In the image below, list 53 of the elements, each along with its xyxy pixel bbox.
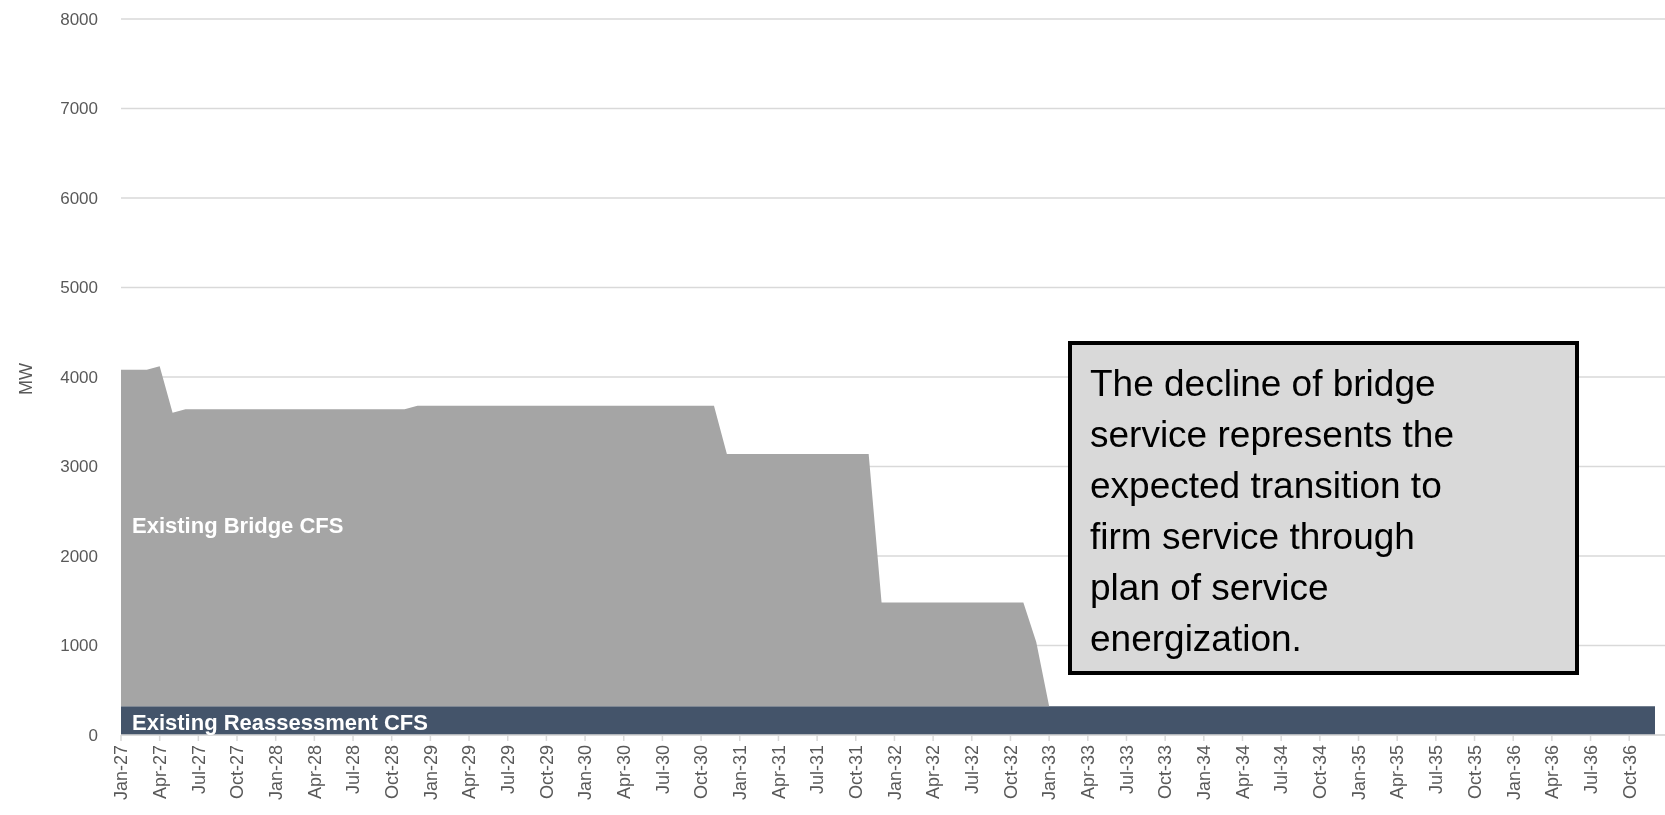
x-tick-label: Oct-29 bbox=[536, 745, 557, 800]
x-tick-label: Jan-29 bbox=[420, 745, 441, 801]
x-tick-label: Jan-32 bbox=[884, 745, 905, 801]
y-tick-label: 7000 bbox=[60, 99, 98, 119]
y-tick-label: 3000 bbox=[60, 457, 98, 477]
x-tick-label: Apr-33 bbox=[1078, 745, 1099, 800]
x-tick-label: Jan-34 bbox=[1194, 745, 1215, 801]
x-tick-label: Oct-32 bbox=[1000, 745, 1021, 800]
x-tick-label: Oct-31 bbox=[846, 745, 867, 800]
y-axis-title: MW bbox=[16, 363, 36, 395]
x-tick-label: Apr-31 bbox=[768, 745, 789, 800]
x-tick-label: Apr-28 bbox=[304, 745, 325, 800]
x-tick-label: Apr-34 bbox=[1232, 745, 1253, 800]
y-tick-label: 2000 bbox=[60, 546, 98, 566]
series-label: Existing Bridge CFS bbox=[132, 512, 344, 538]
y-tick-label: 8000 bbox=[60, 9, 98, 29]
x-tick-label: Oct-33 bbox=[1155, 745, 1176, 800]
x-tick-label: Jul-28 bbox=[343, 745, 364, 795]
x-tick-label: Jan-27 bbox=[111, 745, 132, 801]
x-tick-label: Jul-27 bbox=[188, 745, 209, 795]
x-tick-label: Jan-35 bbox=[1348, 745, 1369, 801]
annotation: The decline of bridge service represents the expected transition to firm service through plan of service energization. bbox=[1090, 362, 1455, 659]
x-tick-label: Oct-28 bbox=[382, 745, 403, 800]
x-tick-label: Oct-36 bbox=[1619, 745, 1640, 800]
series-label: Existing Reassessment CFS bbox=[132, 709, 428, 735]
x-tick-label: Oct-34 bbox=[1310, 745, 1331, 800]
x-tick-label: Jul-35 bbox=[1426, 745, 1447, 795]
x-tick-label: Jul-30 bbox=[652, 745, 673, 795]
x-tick-label: Apr-35 bbox=[1387, 745, 1408, 800]
x-tick-label: Apr-36 bbox=[1542, 745, 1563, 800]
x-tick-label: Jul-32 bbox=[962, 745, 983, 795]
x-tick-label: Jan-33 bbox=[1039, 745, 1060, 801]
x-tick-label: Jul-36 bbox=[1580, 745, 1601, 795]
x-tick-label: Jan-36 bbox=[1503, 745, 1524, 801]
x-tick-label: Jan-31 bbox=[730, 745, 751, 801]
x-tick-label: Jul-34 bbox=[1271, 745, 1292, 795]
x-tick-label: Jul-31 bbox=[807, 745, 828, 795]
x-tick-label: Apr-30 bbox=[614, 745, 635, 800]
x-tick-label: Oct-35 bbox=[1464, 745, 1485, 800]
x-tick-label: Oct-30 bbox=[691, 745, 712, 800]
x-tick-label: Jul-29 bbox=[498, 745, 519, 795]
x-tick-label: Jan-28 bbox=[265, 745, 286, 801]
x-tick-label: Apr-29 bbox=[459, 745, 480, 800]
y-tick-label: 0 bbox=[88, 725, 98, 745]
x-tick-label: Oct-27 bbox=[227, 745, 248, 800]
x-tick-label: Jul-33 bbox=[1116, 745, 1137, 795]
y-tick-label: 1000 bbox=[60, 636, 98, 656]
x-tick-label: Jan-30 bbox=[575, 745, 596, 801]
y-tick-label: 5000 bbox=[60, 278, 98, 298]
x-tick-label: Apr-32 bbox=[923, 745, 944, 800]
y-tick-label: 6000 bbox=[60, 188, 98, 208]
y-tick-label: 4000 bbox=[60, 367, 98, 387]
x-tick-label: Apr-27 bbox=[149, 745, 170, 800]
